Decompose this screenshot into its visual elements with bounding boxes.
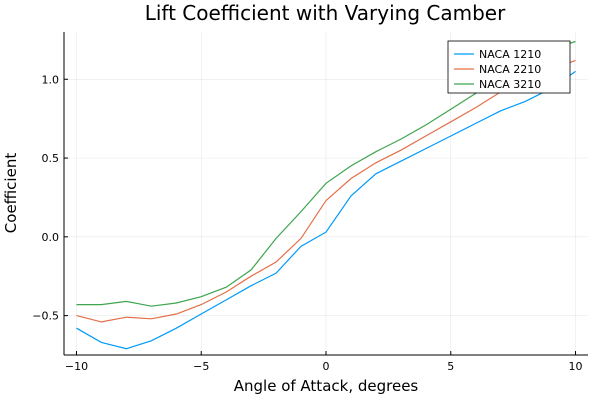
legend-label: NACA 1210 <box>479 48 541 61</box>
x-tick-label: 10 <box>569 360 583 373</box>
y-tick-label: 1.0 <box>42 73 60 86</box>
x-axis-label: Angle of Attack, degrees <box>234 377 419 395</box>
legend-label: NACA 2210 <box>479 63 541 76</box>
x-tick-label: −5 <box>193 360 209 373</box>
x-tick-label: −10 <box>65 360 88 373</box>
y-ticks: −0.5 0.0 0.5 1.0 <box>32 73 68 323</box>
y-tick-label: 0.5 <box>42 152 60 165</box>
y-axis-label: Coefficient <box>2 153 20 234</box>
x-ticks: −10 −5 0 5 10 <box>65 351 583 373</box>
x-tick-label: 0 <box>323 360 330 373</box>
legend: NACA 1210 NACA 2210 NACA 3210 <box>447 40 571 94</box>
legend-label: NACA 3210 <box>479 78 541 91</box>
y-tick-label: 0.0 <box>42 231 60 244</box>
chart-title: Lift Coefficient with Varying Camber <box>145 1 506 25</box>
y-tick-label: −0.5 <box>32 310 59 323</box>
series-line <box>76 59 576 323</box>
series-line <box>76 70 576 350</box>
x-tick-label: 5 <box>447 360 454 373</box>
